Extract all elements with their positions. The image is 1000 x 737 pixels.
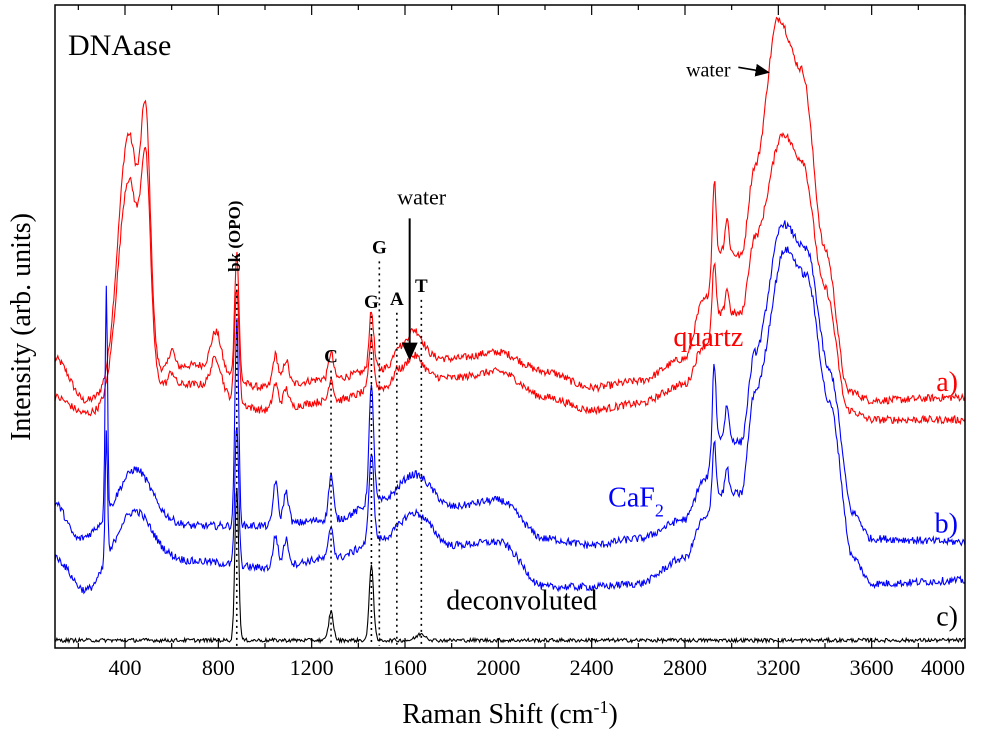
annotations: bk (OPO)CGGATwaterwaterquartzCaF2deconvo… xyxy=(225,59,958,632)
x-tick-label: 1200 xyxy=(290,655,334,680)
series-line-quartz-lower xyxy=(54,131,966,426)
water-arrow-top xyxy=(738,63,770,77)
peak-label: C xyxy=(324,347,338,368)
x-tick-label: 2400 xyxy=(570,655,614,680)
x-tick-label: 2800 xyxy=(663,655,707,680)
curve-label: quartz xyxy=(673,322,743,353)
peak-marker-lines xyxy=(235,261,423,646)
series-layer xyxy=(54,16,966,645)
peak-label: T xyxy=(415,276,428,297)
plot-frame xyxy=(54,4,966,649)
x-tick-label: 4000 xyxy=(921,655,965,680)
series-line-quartz-upper xyxy=(54,16,966,405)
row-label: b) xyxy=(935,508,958,539)
x-axis-title: Raman Shift (cm-1) xyxy=(402,697,618,730)
series-line-deconvoluted xyxy=(54,488,966,645)
row-label: a) xyxy=(936,367,958,398)
peak-label: G xyxy=(372,237,387,258)
curve-label: deconvoluted xyxy=(446,585,597,616)
x-tick-label: 400 xyxy=(109,655,142,680)
y-axis-title: Intensity (arb. units) xyxy=(6,213,37,441)
series-line-caf2-lower xyxy=(54,246,966,595)
row-label: c) xyxy=(936,601,958,632)
peak-label: G xyxy=(364,292,379,313)
peak-label: bk (OPO) xyxy=(225,201,244,272)
x-tick-label: 1600 xyxy=(383,655,427,680)
water-label-mid: water xyxy=(397,184,447,209)
series-line-caf2-upper xyxy=(54,220,966,550)
peak-label: A xyxy=(390,289,404,310)
x-axis-ticks: 400 800 1200 1600 2000 2400 2800 3200 3600 4000 xyxy=(77,5,966,680)
x-tick-label: 2000 xyxy=(476,655,520,680)
x-tick-label: 3600 xyxy=(850,655,894,680)
water-label-top: water xyxy=(686,59,731,81)
chart-title: DNAase xyxy=(68,29,171,62)
x-tick-label: 3200 xyxy=(756,655,800,680)
curve-label: CaF2 xyxy=(608,483,664,521)
x-tick-label: 800 xyxy=(202,655,235,680)
